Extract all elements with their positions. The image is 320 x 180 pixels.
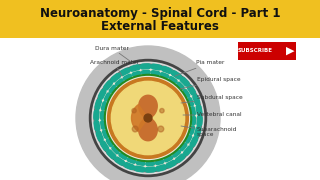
Text: Dura mater: Dura mater	[95, 46, 134, 64]
Polygon shape	[139, 95, 157, 141]
FancyBboxPatch shape	[0, 0, 320, 38]
Circle shape	[144, 114, 152, 122]
Text: ▶: ▶	[286, 46, 294, 56]
Circle shape	[108, 78, 188, 158]
FancyBboxPatch shape	[238, 42, 296, 60]
Text: Arachnoid mater: Arachnoid mater	[90, 60, 139, 76]
Circle shape	[100, 69, 196, 166]
Circle shape	[160, 109, 164, 113]
Circle shape	[158, 126, 164, 132]
Polygon shape	[132, 105, 148, 131]
Circle shape	[146, 116, 150, 120]
Circle shape	[90, 60, 206, 176]
Text: External Features: External Features	[101, 21, 219, 33]
Circle shape	[93, 63, 203, 173]
Text: Pia mater: Pia mater	[175, 60, 224, 76]
Text: Subdural space: Subdural space	[181, 96, 243, 103]
Text: Epidural space: Epidural space	[180, 78, 241, 89]
Circle shape	[132, 126, 138, 132]
Circle shape	[76, 46, 220, 180]
Circle shape	[132, 109, 136, 113]
Text: Subarachnoid
space: Subarachnoid space	[181, 126, 237, 137]
Text: Neuroanatomy - Spinal Cord - Part 1: Neuroanatomy - Spinal Cord - Part 1	[40, 6, 280, 19]
Text: Vertebral canal: Vertebral canal	[183, 112, 242, 118]
Text: SUBSCRIBE: SUBSCRIBE	[237, 48, 273, 53]
Circle shape	[111, 81, 185, 155]
